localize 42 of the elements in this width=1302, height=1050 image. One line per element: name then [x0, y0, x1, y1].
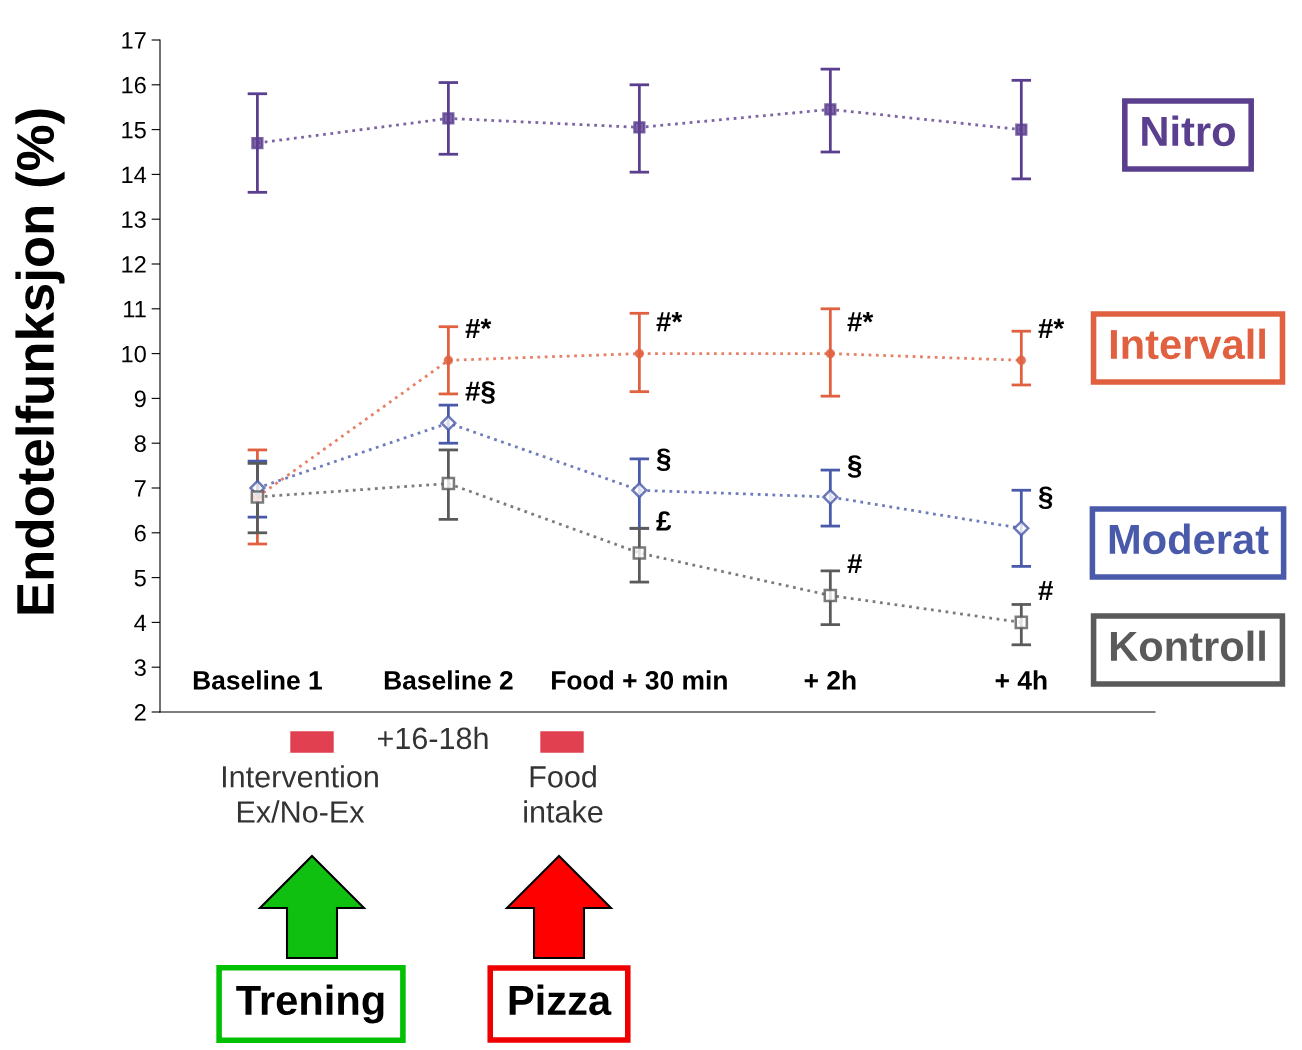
- y-tick-label: 8: [134, 435, 146, 452]
- series-label: Moderat: [1109, 523, 1269, 555]
- annotation: #§: [465, 381, 495, 404]
- annotation: #*: [656, 312, 683, 332]
- y-tick-label: 3: [134, 659, 146, 676]
- x-tick-label: + 2h: [804, 670, 856, 690]
- text: Intervall: [1110, 328, 1265, 360]
- text: Kontroll: [1110, 630, 1265, 662]
- annotation: §: [1038, 486, 1053, 509]
- y-tick-label: 13: [122, 211, 146, 228]
- x-tick-label: Food + 30 min: [552, 670, 727, 690]
- x-tick-label: Baseline 2: [384, 670, 513, 690]
- annotation: §: [656, 448, 671, 471]
- y-tick-label: 7: [134, 480, 146, 497]
- annotation: #: [1038, 581, 1053, 600]
- annotation: #*: [1038, 318, 1065, 338]
- y-tick-label: 11: [124, 301, 146, 318]
- y-tick-label: 15: [122, 121, 146, 139]
- y-tick-label: 17: [122, 32, 146, 49]
- y-tick-label: 4: [134, 614, 147, 631]
- y-tick-label: 10: [122, 345, 146, 363]
- text: +16-18h: [378, 726, 488, 750]
- y-tick-label: 6: [134, 524, 146, 542]
- text: Trening: [236, 984, 384, 1024]
- annotation: #*: [847, 312, 874, 332]
- y-axis-title: Endotelfunksjon (%): [15, 109, 65, 614]
- annotation: £: [656, 511, 672, 531]
- text: Pizza: [509, 984, 612, 1016]
- text: Intervention Ex/No-Ex: [222, 765, 378, 823]
- y-tick-label: 2: [134, 704, 146, 721]
- x-tick-label: Baseline 1: [193, 670, 322, 690]
- y-tick-label: 5: [134, 569, 146, 587]
- annotation: #*: [465, 318, 492, 338]
- y-tick-label: 14: [122, 166, 147, 183]
- y-tick-label: 9: [134, 390, 146, 408]
- y-tick-label: 12: [122, 256, 146, 273]
- text: Nitro: [1142, 115, 1235, 147]
- text: Food intake: [524, 765, 603, 823]
- y-tick-label: 16: [122, 76, 146, 94]
- annotation: §: [847, 455, 862, 478]
- annotation: #: [847, 554, 862, 574]
- x-tick-label: + 4h: [995, 670, 1047, 690]
